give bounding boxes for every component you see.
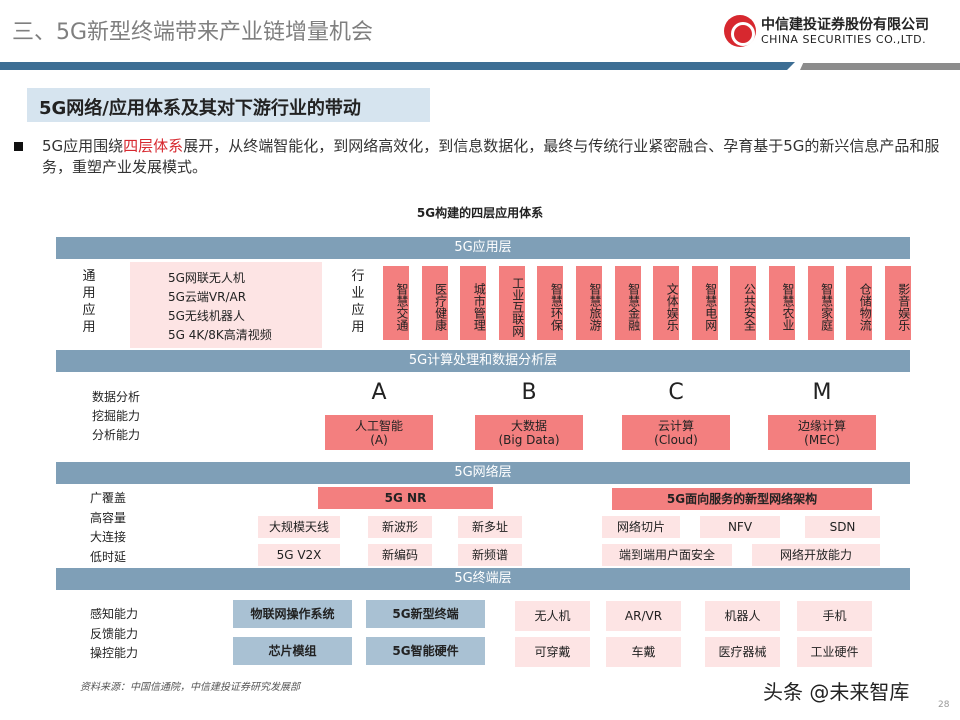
nr-item: 新编码: [368, 544, 432, 566]
compute-item-sub: (MEC): [804, 432, 840, 447]
network-side-label: 广覆盖: [90, 491, 127, 505]
nr-item: 新频谱: [458, 544, 522, 566]
bullet-highlight: 四层体系: [123, 137, 184, 155]
industry-app-item: 影音娱乐: [884, 266, 911, 340]
compute-item-sub: (Cloud): [654, 432, 698, 447]
band-terminal-layer: 5G终端层: [56, 568, 910, 590]
citic-logo-icon: [724, 15, 756, 47]
device-item: 手机: [797, 601, 872, 631]
industry-app-item: 工业互联网: [498, 266, 525, 340]
source-note: 资料来源：中国信通院，中信建投证券研究发展部: [80, 682, 300, 693]
terminal-side-label: 感知能力: [90, 607, 139, 621]
industry-app-item: 仓储物流: [846, 266, 873, 340]
terminal-core-item: 物联网操作系统: [233, 600, 352, 628]
general-apps-box: [130, 262, 322, 348]
nr-item: 大规模天线: [258, 516, 340, 538]
compute-letter: M: [812, 380, 832, 405]
network-side-label: 高容量: [90, 510, 127, 525]
sba-item: 端到端用户面安全: [602, 544, 732, 566]
sba-item: 网络开放能力: [752, 544, 880, 566]
industry-apps-label: 行业应用: [351, 269, 365, 335]
compute-side-label: 数据分析: [92, 390, 141, 404]
network-side-label: 大连接: [90, 530, 127, 544]
compute-item-box: 人工智能 (A): [325, 415, 433, 450]
device-item: 医疗器械: [705, 637, 780, 667]
bullet-text: 5G应用围绕四层体系展开，从终端智能化，到网络高效化，到信息数据化，最终与传统行…: [42, 136, 947, 178]
industry-app-item: 文体娱乐: [653, 266, 680, 340]
industry-app-item: 智慧环保: [537, 266, 564, 340]
terminal-core-item: 5G智能硬件: [366, 637, 485, 665]
nr-box: 5G NR: [318, 487, 493, 509]
compute-letter: B: [521, 380, 537, 405]
header-bar-gray: [800, 63, 960, 70]
compute-item-name: 大数据: [510, 418, 547, 433]
compute-item-sub: (Big Data): [498, 432, 560, 447]
page-number: 28: [938, 700, 950, 710]
terminal-core-item: 芯片模组: [233, 637, 352, 665]
compute-item-name: 边缘计算: [797, 418, 846, 433]
device-item: 机器人: [705, 601, 780, 631]
sba-item: SDN: [805, 516, 880, 538]
compute-letter: A: [371, 380, 387, 405]
diagram-title: 5G构建的四层应用体系: [416, 206, 544, 220]
sba-box: 5G面向服务的新型网络架构: [612, 488, 872, 510]
compute-side-label: 挖掘能力: [92, 409, 141, 423]
network-side-label: 低时延: [90, 549, 127, 564]
compute-item-name: 人工智能: [354, 418, 403, 433]
compute-item-name: 云计算: [657, 418, 694, 433]
compute-item-sub: (A): [370, 432, 388, 447]
logo-cn: 中信建投证券股份有限公司: [761, 16, 929, 33]
general-app-item: 5G网联无人机: [168, 271, 245, 285]
device-item: 工业硬件: [797, 637, 872, 667]
industry-app-item: 智慧农业: [769, 266, 795, 340]
bullet-pre: 5G应用围绕: [42, 137, 124, 155]
band-compute-layer: 5G计算处理和数据分析层: [56, 350, 910, 372]
terminal-core-item: 5G新型终端: [366, 600, 485, 628]
watermark: 头条 @未来智库: [763, 680, 910, 704]
industry-app-item: 城市管理: [460, 266, 487, 340]
industry-app-item: 智慧家庭: [807, 266, 834, 340]
nr-item: 新波形: [368, 516, 432, 538]
section-subtitle: 5G网络/应用体系及其对下游行业的带动: [27, 88, 430, 122]
general-app-item: 5G云端VR/AR: [168, 290, 247, 304]
nr-item: 新多址: [458, 516, 522, 538]
bullet-post: 展开，从终端智能化，到网络高效化，到信息数据化，最终与传统行业紧密融合、孕育基于…: [42, 137, 940, 176]
industry-app-item: 智慧电网: [691, 266, 718, 340]
industry-app-item: 医疗健康: [421, 266, 448, 340]
industry-app-item: 智慧金融: [614, 266, 641, 340]
sba-item: 网络切片: [602, 516, 680, 538]
compute-item-box: 云计算 (Cloud): [622, 415, 730, 450]
slide-title: 三、5G新型终端带来产业链增量机会: [12, 20, 374, 45]
company-logo: 中信建投证券股份有限公司 CHINA SECURITIES CO.,LTD.: [724, 13, 956, 49]
terminal-side-label: 反馈能力: [90, 626, 139, 641]
device-item: AR/VR: [606, 601, 681, 631]
industry-app-item: 智慧交通: [383, 266, 409, 340]
general-apps-label: 通用应用: [82, 269, 96, 335]
device-item: 无人机: [515, 601, 590, 631]
header-bar-blue: [0, 62, 795, 70]
compute-letter: C: [668, 380, 684, 405]
nr-item: 5G V2X: [258, 544, 340, 566]
general-app-item: 5G 4K/8K高清视频: [168, 328, 272, 342]
sba-item: NFV: [700, 516, 780, 538]
industry-app-item: 公共安全: [730, 266, 757, 340]
compute-side-label: 分析能力: [92, 428, 141, 442]
compute-item-box: 边缘计算 (MEC): [768, 415, 876, 450]
band-app-layer: 5G应用层: [56, 237, 910, 259]
compute-item-box: 大数据 (Big Data): [475, 415, 583, 450]
device-item: 可穿戴: [515, 637, 590, 667]
band-network-layer: 5G网络层: [56, 462, 910, 484]
terminal-side-label: 操控能力: [90, 646, 139, 660]
bullet-icon: [14, 142, 23, 151]
general-app-item: 5G无线机器人: [168, 309, 245, 323]
industry-app-item: 智慧旅游: [576, 266, 602, 340]
logo-en: CHINA SECURITIES CO.,LTD.: [761, 32, 927, 46]
device-item: 车戴: [606, 637, 681, 667]
